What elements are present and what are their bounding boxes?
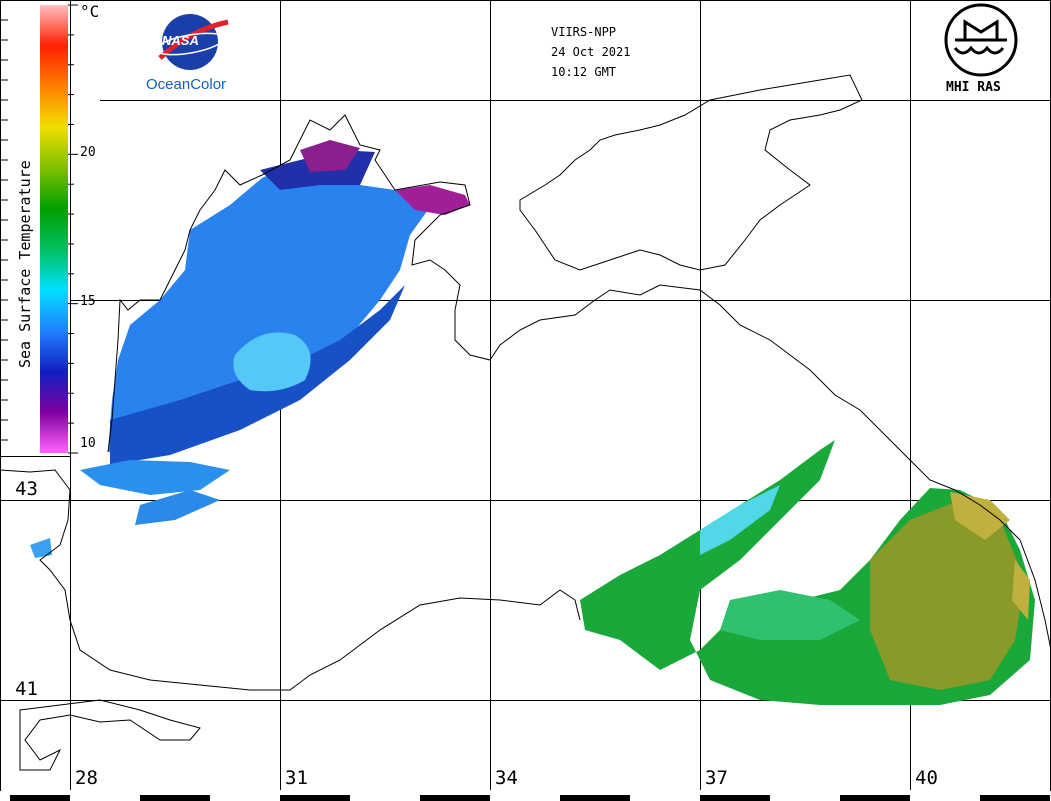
coast-west-south (0, 469, 581, 691)
header-date: 24 Oct 2021 (551, 45, 631, 59)
coast-marmara (19, 699, 201, 771)
sst-patch-mid-green (720, 590, 860, 640)
legend-tick-20: 20 (80, 145, 96, 160)
coast-azov-crimea (519, 74, 863, 271)
coast-north (107, 114, 1051, 651)
lat-label-41: 41 (15, 678, 38, 700)
sst-patch-bulgaria-strip (80, 460, 230, 495)
legend-tick-10: 10 (80, 436, 96, 451)
lon-label-40: 40 (915, 767, 938, 789)
sst-patch-karkinit-bay (395, 185, 470, 215)
sst-patch-dnieper-estuary (300, 140, 360, 172)
mhi-mark (955, 19, 1007, 42)
sst-patch-south-lobe (135, 490, 220, 525)
nasa-caption: OceanColor (146, 76, 227, 93)
header-satellite: VIIRS-NPP (551, 25, 617, 39)
lon-label-28: 28 (75, 767, 98, 789)
lon-label-31: 31 (285, 767, 308, 789)
left-ruler (0, 19, 8, 441)
mhi-logo (944, 3, 1018, 77)
sst-patch-northwest (108, 165, 435, 452)
legend-color-bar (40, 5, 68, 453)
nasa-logo (155, 14, 229, 70)
mhi-waves (953, 45, 1005, 55)
nasa-mark-text: NASA (162, 33, 199, 48)
coastlines (0, 74, 1051, 771)
legend-unit: °C (80, 2, 100, 21)
sst-west-cold (30, 140, 470, 558)
sst-patch-cyan-front (700, 485, 780, 555)
legend-tick-15: 15 (80, 294, 96, 309)
sst-patch-bosphorus (30, 538, 52, 558)
legend-ticks (68, 4, 78, 454)
legend-title: Sea Surface Temperature (16, 160, 34, 368)
mhi-caption: MHI RAS (946, 80, 1001, 95)
bottom-scale-bar (0, 791, 1051, 801)
sst-patch-caucasus-coast (950, 492, 1010, 540)
sst-east-warm (580, 440, 1035, 705)
header-time: 10:12 GMT (551, 65, 617, 79)
lat-label-43: 43 (15, 478, 38, 500)
lon-label-37: 37 (705, 767, 728, 789)
sst-patch-warm-core (870, 500, 1025, 690)
sst-patch-warm-eddy (233, 332, 311, 392)
sst-patch-east-edge (1012, 560, 1030, 620)
lon-label-34: 34 (495, 767, 518, 789)
nasa-orbit (155, 32, 225, 56)
